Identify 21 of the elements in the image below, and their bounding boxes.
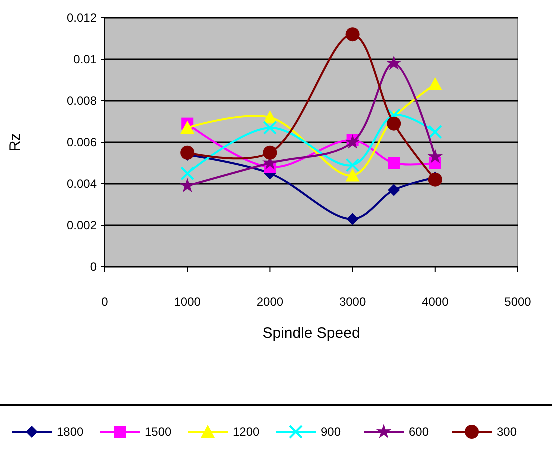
x-tick-label: 2000 <box>256 295 284 309</box>
legend-label: 900 <box>321 425 342 440</box>
legend-label: 300 <box>497 425 518 440</box>
y-tick-label: 0.01 <box>74 52 98 67</box>
legend-label: 600 <box>409 425 430 440</box>
x-tick-label: 5000 <box>504 295 532 309</box>
x-tick-label: 3000 <box>339 295 366 309</box>
x-tick-label: 0 <box>102 295 109 309</box>
y-tick-label: 0.012 <box>66 11 98 26</box>
y-tick-label: 0.008 <box>66 94 98 108</box>
x-tick-label: 1000 <box>174 295 202 309</box>
y-tick-label: 0.002 <box>66 218 98 233</box>
x-tick-label: 4000 <box>422 295 450 309</box>
x-axis-title: Spindle Speed <box>262 325 360 342</box>
y-tick-label: 0.006 <box>66 136 98 150</box>
y-tick-label: 0.004 <box>66 177 98 192</box>
y-tick-label: 0 <box>90 260 98 274</box>
legend-label: 1200 <box>233 425 260 440</box>
y-axis-title: Rz <box>7 133 24 152</box>
legend-label: 1800 <box>57 425 84 440</box>
legend-label: 1500 <box>145 425 172 440</box>
